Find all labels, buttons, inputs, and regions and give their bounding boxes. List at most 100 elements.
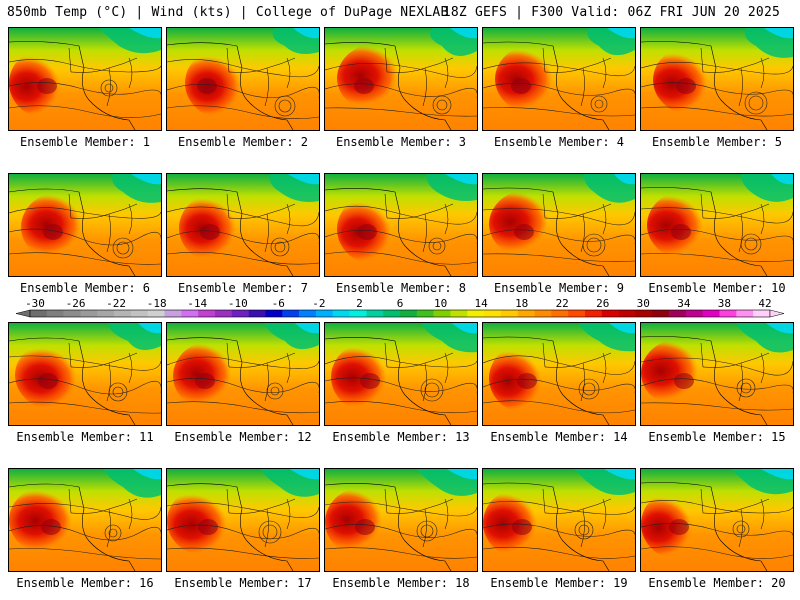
colorbar-swatch [198,310,216,317]
colorbar-swatch [332,310,350,317]
colorbar-swatch [416,310,434,317]
ensemble-member-label: Ensemble Member: 18 [332,576,470,590]
colorbar-arrow-left [15,309,31,318]
temperature-map-icon [325,28,477,130]
colorbar-tick-label: -14 [187,297,207,310]
ensemble-panel [166,173,320,277]
colorbar-swatch [366,310,384,317]
temperature-map-icon [483,469,635,571]
ensemble-panel [166,322,320,426]
colorbar-tick-label: -2 [312,297,325,310]
colorbar-swatch [80,310,98,317]
colorbar-swatch [517,310,535,317]
temperature-map-icon [167,469,319,571]
ensemble-member-label: Ensemble Member: 14 [490,430,628,444]
colorbar-tick-label: -18 [147,297,167,310]
ensemble-member-label: Ensemble Member: 11 [16,430,154,444]
ensemble-panel [324,468,478,572]
colorbar-swatch [669,310,687,317]
colorbar-tick-label: 10 [434,297,447,310]
ensemble-panel [640,27,794,131]
ensemble-panel [482,27,636,131]
colorbar-swatch [568,310,586,317]
ensemble-member-label: Ensemble Member: 9 [493,281,625,295]
ensemble-member-label: Ensemble Member: 1 [19,135,151,149]
colorbar-swatch [114,310,132,317]
colorbar-tick-label: 22 [556,297,569,310]
ensemble-panel [8,468,162,572]
colorbar-swatch [63,310,81,317]
colorbar-tick-label: 30 [637,297,650,310]
ensemble-member-label: Ensemble Member: 15 [648,430,786,444]
colorbar-tick-label: 14 [474,297,488,310]
temperature-map-icon [167,28,319,130]
colorbar: -30 -26 -22 -18 -14 -10 -6 -2 2 6 10 14 18 22 26 30 34 38… [0,296,800,322]
temperature-map-icon [641,174,793,276]
temperature-map-icon [483,323,635,425]
colorbar-swatch [685,310,704,317]
colorbar-arrow-right [769,309,785,318]
ensemble-panel [324,173,478,277]
colorbar-tick-label: 42 [758,297,771,310]
colorbar-swatch [383,310,401,317]
header-run-info: 18Z GEFS | F300 Valid: 06Z FRI JUN 20 20… [442,5,780,20]
colorbar-swatch [618,310,636,317]
ensemble-panel [482,322,636,426]
ensemble-member-label: Ensemble Member: 5 [651,135,783,149]
ensemble-panel [640,468,794,572]
ensemble-panel [324,322,478,426]
colorbar-swatch [534,310,552,317]
colorbar-swatch [433,310,451,317]
colorbar-tick-label: 18 [515,297,528,310]
colorbar-tick-label: 6 [397,297,404,310]
colorbar-swatch [551,310,569,317]
temperature-map-icon [641,323,793,425]
colorbar-swatch [130,310,149,317]
colorbar-swatch [231,310,249,317]
ensemble-panel [482,173,636,277]
ensemble-member-label: Ensemble Member: 8 [335,281,467,295]
ensemble-member-label: Ensemble Member: 7 [177,281,309,295]
colorbar-swatch [248,310,266,317]
temperature-map-icon [483,174,635,276]
colorbar-swatch [719,310,737,317]
ensemble-panel [8,27,162,131]
ensemble-member-label: Ensemble Member: 3 [335,135,467,149]
colorbar-swatch [702,310,720,317]
colorbar-tick-label: -10 [228,297,248,310]
temperature-map-icon [9,469,161,571]
ensemble-member-label: Ensemble Member: 16 [16,576,154,590]
temperature-map-icon [641,28,793,130]
temperature-map-icon [641,469,793,571]
colorbar-swatch [500,310,519,317]
colorbar-swatch [349,310,367,317]
colorbar-swatch [467,310,485,317]
temperature-map-icon [325,469,477,571]
ensemble-member-label: Ensemble Member: 12 [174,430,312,444]
colorbar-tick-label: -26 [66,297,86,310]
colorbar-swatch [753,310,771,317]
ensemble-panel [482,468,636,572]
colorbar-swatch [400,310,418,317]
temperature-map-icon [167,174,319,276]
ensemble-panel [8,173,162,277]
ensemble-panel [324,27,478,131]
ensemble-panel [8,322,162,426]
header-title: 850mb Temp (°C) | Wind (kts) | College o… [7,5,449,20]
colorbar-swatch [30,310,48,317]
temperature-map-icon [325,323,477,425]
ensemble-member-label: Ensemble Member: 4 [493,135,625,149]
colorbar-swatch [736,310,754,317]
colorbar-swatch [299,310,317,317]
colorbar-swatch [635,310,653,317]
ensemble-panel [166,468,320,572]
colorbar-swatch [484,310,502,317]
colorbar-swatch [181,310,199,317]
ensemble-member-label: Ensemble Member: 13 [332,430,470,444]
colorbar-swatch [601,310,619,317]
temperature-map-icon [325,174,477,276]
colorbar-swatch [315,310,334,317]
ensemble-member-label: Ensemble Member: 6 [19,281,151,295]
temperature-map-icon [9,174,161,276]
ensemble-panel [166,27,320,131]
